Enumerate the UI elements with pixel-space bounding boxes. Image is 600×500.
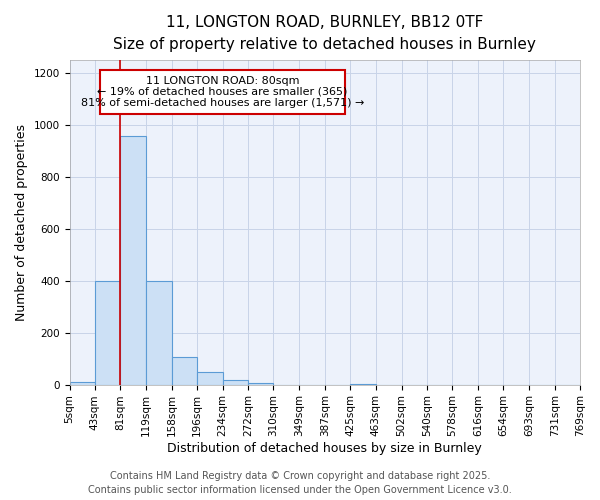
Bar [95, 281, 121, 384]
Y-axis label: Number of detached properties: Number of detached properties [15, 124, 28, 321]
Bar [197, 372, 223, 384]
Bar [223, 380, 248, 384]
Bar [70, 382, 95, 384]
Text: ← 19% of detached houses are smaller (365): ← 19% of detached houses are smaller (36… [97, 87, 348, 97]
Text: 81% of semi-detached houses are larger (1,571) →: 81% of semi-detached houses are larger (… [81, 98, 364, 108]
Bar [172, 358, 197, 384]
Title: 11, LONGTON ROAD, BURNLEY, BB12 0TF
Size of property relative to detached houses: 11, LONGTON ROAD, BURNLEY, BB12 0TF Size… [113, 15, 536, 52]
Bar [146, 281, 172, 384]
X-axis label: Distribution of detached houses by size in Burnley: Distribution of detached houses by size … [167, 442, 482, 455]
Text: 11 LONGTON ROAD: 80sqm: 11 LONGTON ROAD: 80sqm [146, 76, 299, 86]
Bar [121, 136, 146, 384]
FancyBboxPatch shape [100, 70, 345, 114]
Text: Contains HM Land Registry data © Crown copyright and database right 2025.
Contai: Contains HM Land Registry data © Crown c… [88, 471, 512, 495]
